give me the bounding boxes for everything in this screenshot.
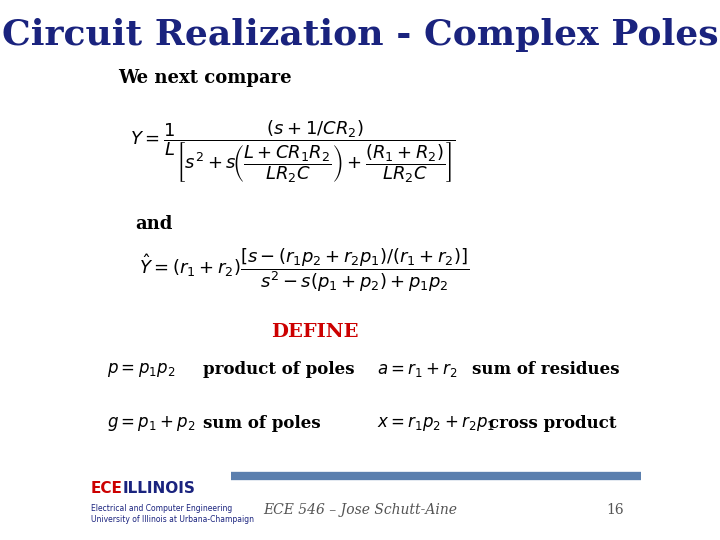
Text: $Y = \dfrac{1}{L}\dfrac{\left(s+1/CR_2\right)}{\left[s^2+s\!\left(\dfrac{L+CR_1R: $Y = \dfrac{1}{L}\dfrac{\left(s+1/CR_2\r… [130, 118, 456, 185]
Text: ILLINOIS: ILLINOIS [123, 481, 196, 496]
Text: We next compare: We next compare [119, 69, 292, 87]
Text: Circuit Realization - Complex Poles: Circuit Realization - Complex Poles [1, 18, 719, 52]
Text: $g = p_1+p_2$: $g = p_1+p_2$ [107, 414, 196, 434]
Text: ECE 546 – Jose Schutt-Aine: ECE 546 – Jose Schutt-Aine [263, 503, 457, 517]
Text: cross product: cross product [489, 415, 616, 433]
Text: and: and [135, 215, 173, 233]
Text: product of poles: product of poles [203, 361, 354, 379]
Text: $x = r_1p_2+r_2p_1$: $x = r_1p_2+r_2p_1$ [377, 414, 495, 434]
Text: $a = r_1+r_2$: $a = r_1+r_2$ [377, 361, 458, 379]
Text: ECE: ECE [91, 481, 122, 496]
Text: Electrical and Computer Engineering
University of Illinois at Urbana-Champaign: Electrical and Computer Engineering Univ… [91, 504, 253, 524]
Text: sum of poles: sum of poles [203, 415, 320, 433]
Text: DEFINE: DEFINE [271, 323, 359, 341]
Text: $p = p_1p_2$: $p = p_1p_2$ [107, 361, 176, 379]
Text: sum of residues: sum of residues [472, 361, 620, 379]
Text: 16: 16 [606, 503, 624, 517]
Text: $\hat{Y} = \left(r_1+r_2\right)\dfrac{\left[s-\left(r_1p_2+r_2p_1\right)/\left(r: $\hat{Y} = \left(r_1+r_2\right)\dfrac{\l… [139, 246, 469, 294]
